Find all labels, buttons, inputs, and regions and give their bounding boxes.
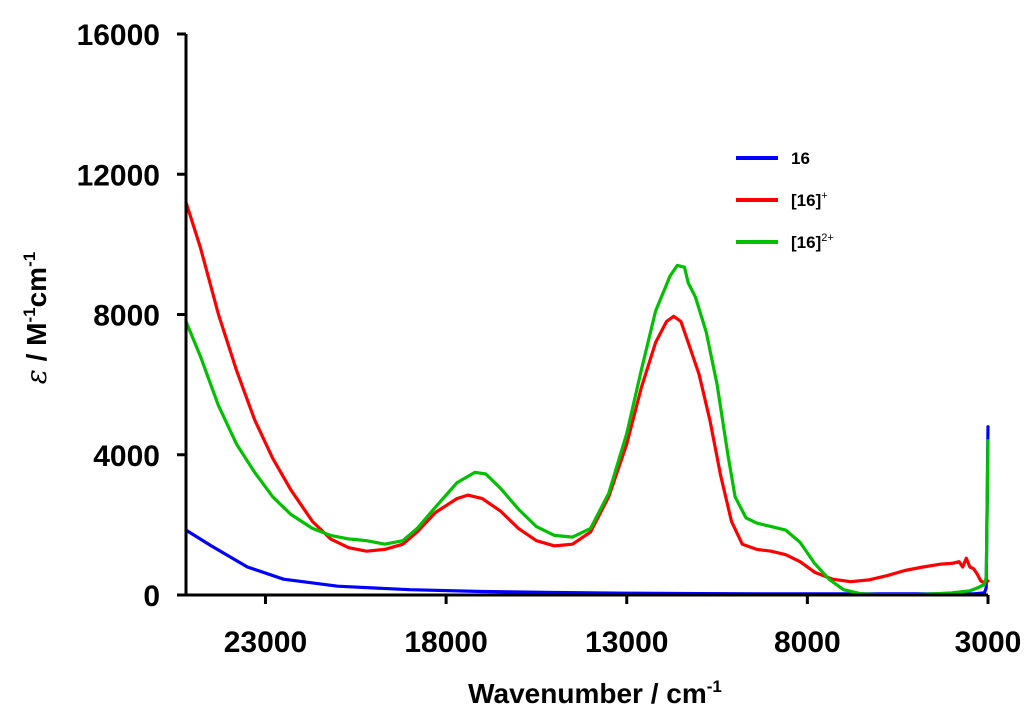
axes [177, 32, 990, 604]
legend: 16 [16]+ [16]2+ [736, 149, 834, 252]
x-tick-label: 23000 [224, 626, 307, 659]
x-tick-label: 8000 [774, 626, 841, 659]
series-line-2 [184, 263, 990, 597]
legend-label-16-plus: [16]+ [791, 190, 828, 210]
y-tick-label: 4000 [93, 440, 160, 473]
y-tick-label: 0 [143, 580, 160, 613]
series-line-1 [184, 200, 990, 585]
x-tick-label: 13000 [585, 626, 668, 659]
legend-label-16-2plus: [16]2+ [791, 232, 834, 252]
series-layer [184, 200, 990, 597]
x-tick-label: 18000 [404, 626, 487, 659]
y-tick-label: 12000 [77, 159, 160, 192]
x-axis-title: Wavenumber / cm-1 [468, 677, 722, 709]
x-tick-label: 3000 [955, 626, 1022, 659]
legend-label-16: 16 [791, 149, 810, 168]
tick-labels: 0 4000 8000 12000 16000 23000 18000 13000 8000 30… [77, 19, 1022, 659]
y-axis-title: ε / M-1cm-1 [20, 252, 53, 384]
y-tick-label: 16000 [77, 19, 160, 52]
y-tick-label: 8000 [93, 300, 160, 333]
